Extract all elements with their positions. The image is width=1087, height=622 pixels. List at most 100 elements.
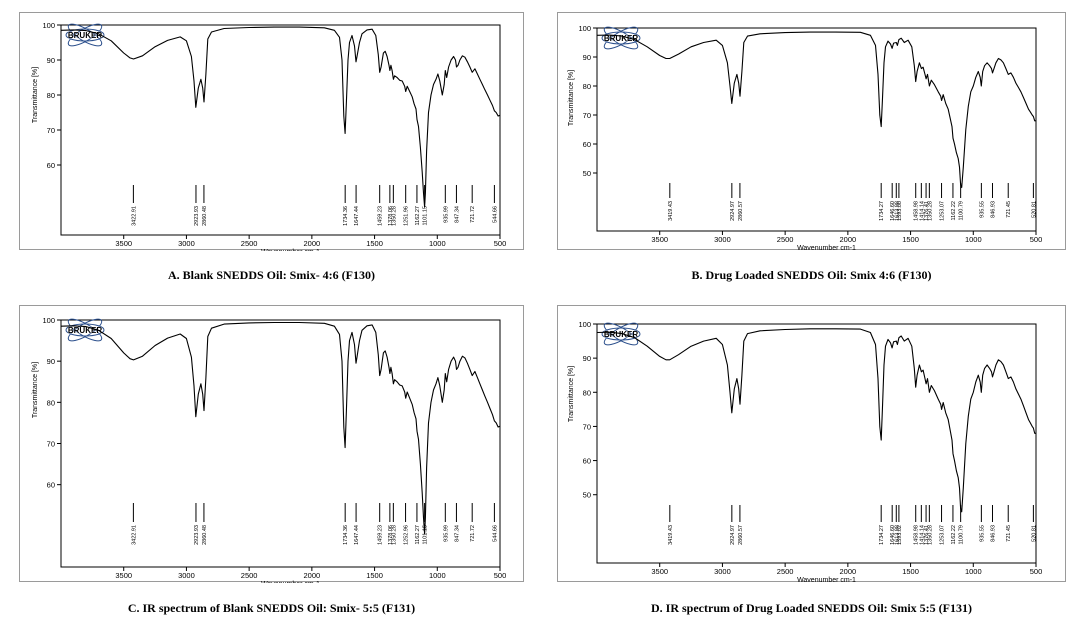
spectrum-line — [60, 321, 501, 535]
peak-label: 721.45 — [1006, 525, 1012, 542]
plot-frame — [596, 27, 1037, 232]
y-tick-label: 70 — [583, 422, 591, 431]
peak-label: 1162.27 — [415, 525, 421, 544]
y-axis-label: Transmittance [%] — [32, 362, 39, 418]
x-tick-label: 3000 — [714, 235, 731, 244]
bruker-logo-orbit — [601, 327, 641, 341]
caption-a: A. Blank SNEDDS Oil: Smix- 4:6 (F130) — [167, 268, 376, 282]
peak-label: 1101.15 — [423, 525, 429, 544]
y-tick-label: 90 — [583, 354, 591, 363]
peak-label: 846.93 — [990, 525, 996, 542]
x-tick-label: 2000 — [840, 567, 857, 576]
peak-label: 847.34 — [454, 206, 460, 223]
peak-label: 721.72 — [470, 525, 476, 542]
bruker-logo-text: BRUKER — [68, 326, 102, 335]
peak-label: 1646.60 — [890, 525, 896, 545]
x-tick-label: 1500 — [902, 235, 919, 244]
x-tick-label: 1000 — [429, 239, 446, 248]
x-tick-label: 3500 — [115, 239, 132, 248]
y-tick-label: 50 — [583, 169, 591, 178]
peak-label: 544.66 — [492, 206, 498, 223]
peak-label: 1350.28 — [927, 201, 933, 221]
x-tick-label: 1000 — [429, 571, 446, 580]
caption-c: C. IR spectrum of Blank SNEDDS Oil: Smix… — [127, 601, 416, 615]
y-tick-label: 60 — [47, 161, 55, 170]
x-tick-label: 3500 — [115, 571, 132, 580]
peak-label: 2860.57 — [738, 525, 744, 545]
peak-label: 1458.98 — [914, 525, 920, 545]
bruker-logo-text: BRUKER — [604, 34, 638, 43]
bruker-logo-orbit — [603, 26, 639, 50]
caption-b: B. Drug Loaded SNEDDS Oil: Smix 4:6 (F13… — [691, 268, 932, 282]
peak-label: 847.34 — [454, 525, 460, 542]
x-tick-label: 3500 — [651, 235, 668, 244]
peak-label: 1253.07 — [940, 525, 946, 545]
y-tick-label: 60 — [47, 481, 55, 490]
bruker-logo-orbit — [67, 318, 103, 342]
peak-label: 2924.97 — [730, 525, 736, 545]
x-tick-label: 1500 — [902, 567, 919, 576]
x-tick-label: 500 — [1030, 235, 1043, 244]
peak-label: 1350.28 — [391, 525, 397, 545]
y-tick-label: 50 — [583, 491, 591, 500]
x-tick-label: 500 — [1030, 567, 1043, 576]
spectrum-chart-d: 50 60 70 80 90 100 3500 3000 2500 2000 1500 1000 500… — [568, 320, 1043, 583]
peak-label: 2860.48 — [202, 525, 208, 545]
x-tick-label: 500 — [494, 239, 507, 248]
x-tick-label: 2000 — [304, 571, 321, 580]
spectrum-line — [596, 328, 1036, 513]
spectrum-chart-b: 50 60 70 80 90 100 3500 3000 2500 2000 1500 1000 500… — [568, 24, 1043, 251]
plot-frame — [60, 319, 501, 568]
x-axis-label: Wavenumber cm-1 — [261, 249, 320, 251]
bruker-logo-orbit — [65, 323, 105, 337]
peak-label: 1253.07 — [940, 201, 946, 221]
plot-frame — [60, 24, 501, 236]
y-tick-label: 60 — [583, 457, 591, 466]
y-tick-label: 100 — [42, 21, 55, 30]
spectrum-panel-d: 50 60 70 80 90 100 3500 3000 2500 2000 1500 1000 500… — [557, 305, 1066, 583]
x-tick-label: 3500 — [651, 567, 668, 576]
peak-label: 2924.97 — [730, 201, 736, 221]
peak-label: 935.55 — [979, 201, 985, 218]
peak-label: 3422.91 — [131, 525, 137, 545]
bruker-logo-orbit — [67, 23, 103, 47]
peak-label: 1734.27 — [879, 201, 885, 221]
peak-label: 1162.22 — [951, 201, 957, 220]
x-tick-label: 3000 — [714, 567, 731, 576]
peak-label: 1378.06 — [388, 206, 394, 226]
peak-label: 3419.43 — [668, 201, 674, 221]
x-axis-label: Wavenumber cm-1 — [797, 577, 856, 583]
peak-label: 1252.96 — [404, 525, 410, 545]
x-axis-label: Wavenumber cm-1 — [261, 581, 320, 583]
spectrum-line — [60, 26, 501, 208]
spectrum-panel-c: 60 70 80 90 100 3500 3000 2500 2000 1500 1000 500 Wa… — [19, 305, 524, 583]
y-tick-label: 70 — [583, 111, 591, 120]
peak-label: 1458.98 — [914, 201, 920, 221]
x-tick-label: 2500 — [777, 567, 794, 576]
y-tick-label: 60 — [583, 140, 591, 149]
y-tick-label: 80 — [583, 388, 591, 397]
x-tick-label: 2500 — [241, 571, 258, 580]
y-tick-label: 100 — [578, 24, 591, 33]
y-axis-label: Transmittance [%] — [568, 366, 575, 422]
caption-d: D. IR spectrum of Drug Loaded SNEDDS Oil… — [651, 601, 972, 615]
peak-label: 1350.28 — [927, 525, 933, 545]
y-tick-label: 80 — [583, 82, 591, 91]
y-tick-label: 70 — [47, 440, 55, 449]
x-tick-label: 2000 — [840, 235, 857, 244]
plot-frame — [596, 323, 1037, 564]
peak-label: 1593.00 — [897, 201, 903, 221]
peak-label: 1162.27 — [415, 206, 421, 225]
y-axis-label: Transmittance [%] — [32, 67, 39, 123]
peak-label: 1350.28 — [391, 206, 397, 226]
peak-label: 520.81 — [1031, 525, 1037, 542]
y-tick-label: 70 — [47, 126, 55, 135]
y-tick-label: 80 — [47, 91, 55, 100]
x-tick-label: 2500 — [777, 235, 794, 244]
bruker-logo-orbit — [603, 322, 639, 346]
peak-label: 544.66 — [492, 525, 498, 542]
peak-label: 1414.14 — [919, 525, 925, 545]
peak-label: 520.81 — [1031, 201, 1037, 218]
spectrum-panel-a: 60 70 80 90 100 3500 3000 2500 2000 1500 1000 500 Wa… — [19, 12, 524, 251]
peak-label: 2923.93 — [194, 206, 200, 226]
